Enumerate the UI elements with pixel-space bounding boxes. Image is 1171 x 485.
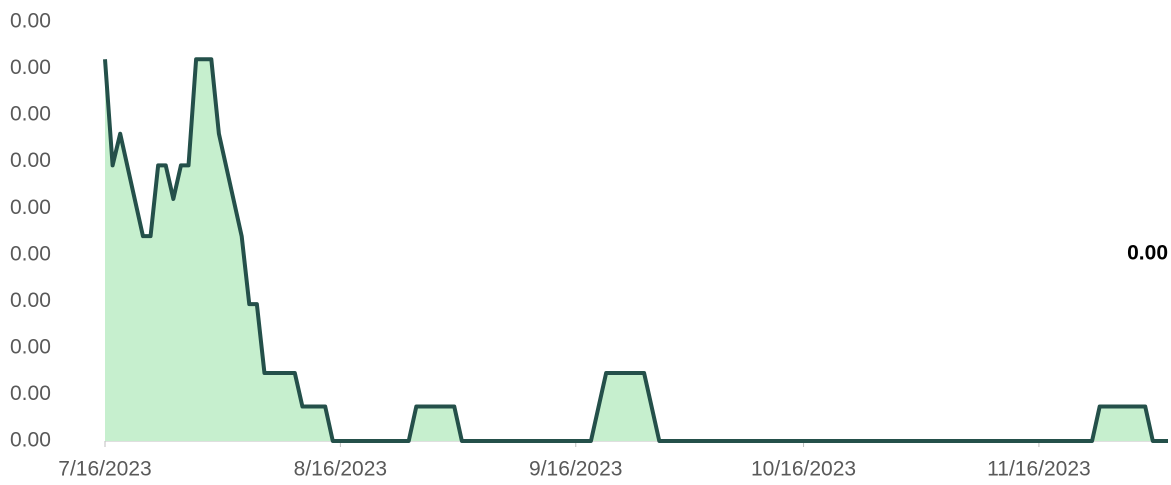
x-tick-label: 7/16/2023 — [58, 458, 151, 481]
x-tick-label: 9/16/2023 — [529, 458, 622, 481]
y-tick-label: 0.00 — [10, 335, 51, 358]
y-tick-label: 0.00 — [10, 382, 51, 405]
y-tick-label: 0.00 — [10, 149, 51, 172]
y-tick-label: 0.00 — [10, 429, 51, 452]
y-tick-label: 0.00 — [10, 196, 51, 219]
x-tick-label: 11/16/2023 — [987, 458, 1091, 481]
y-tick-label: 0.00 — [10, 10, 51, 33]
y-tick-label: 0.00 — [10, 56, 51, 79]
y-tick-label: 0.00 — [10, 289, 51, 312]
x-tick-label: 8/16/2023 — [294, 458, 387, 481]
x-tick-label: 10/16/2023 — [751, 458, 856, 481]
y-tick-label: 0.00 — [10, 242, 51, 265]
area — [105, 59, 1168, 441]
annotation: 0.00 — [1127, 242, 1168, 265]
y-tick-label: 0.00 — [10, 103, 51, 126]
line — [103, 57, 1168, 443]
